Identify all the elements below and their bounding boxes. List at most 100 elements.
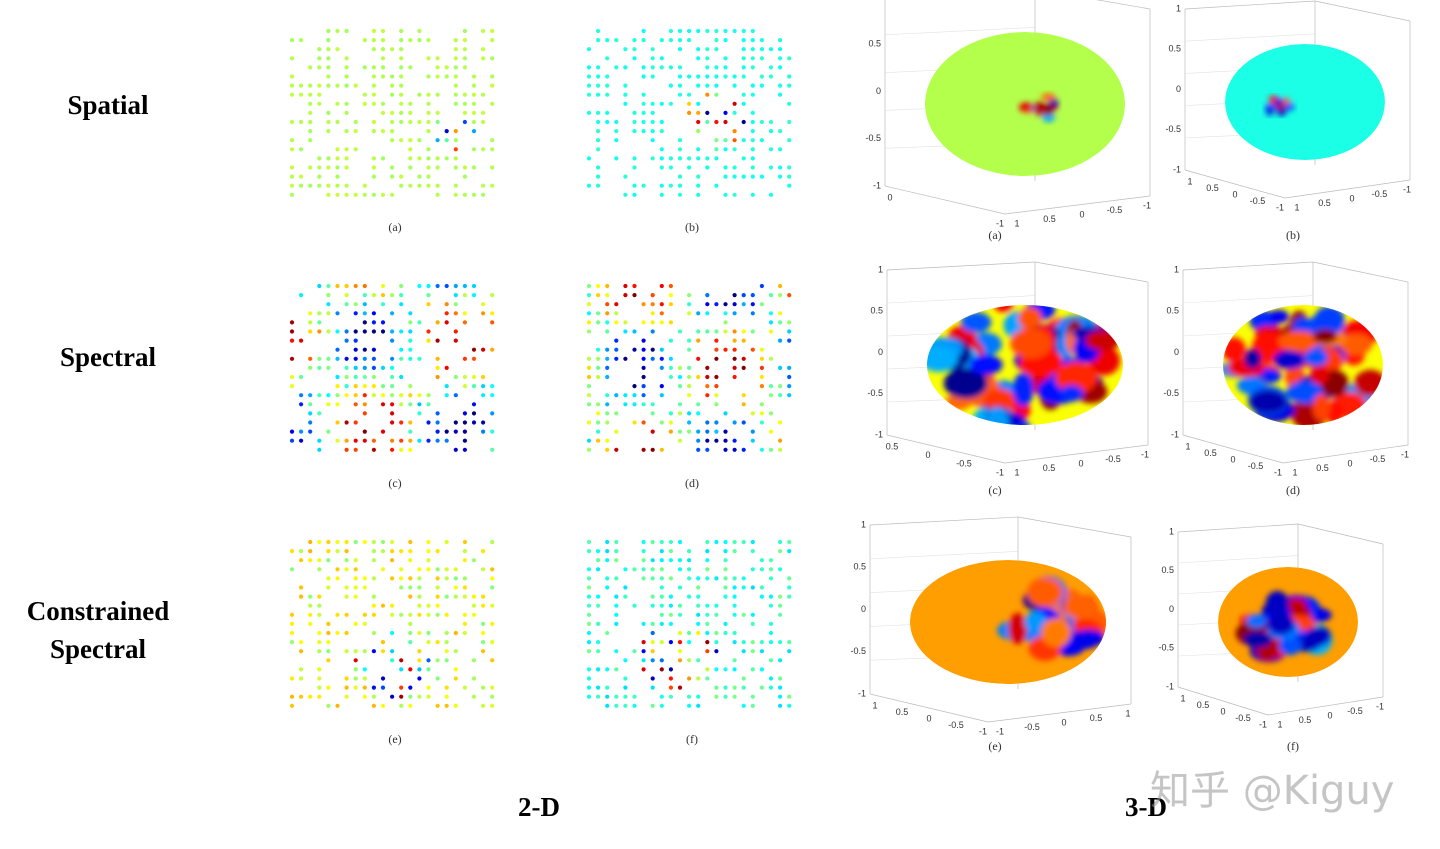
dot: [641, 92, 646, 97]
dot: [732, 667, 737, 672]
dot: [380, 703, 386, 708]
dot: [453, 47, 458, 52]
dot: [299, 667, 304, 672]
caption: (a): [388, 220, 401, 234]
dot: [768, 147, 774, 152]
dot: [778, 393, 783, 398]
dot: [605, 685, 610, 690]
dot: [435, 74, 440, 79]
dot: [353, 347, 358, 352]
dot: [390, 293, 395, 298]
dot: [614, 703, 619, 708]
blob: [1339, 333, 1373, 355]
dot: [687, 393, 692, 398]
dot: [317, 594, 322, 599]
dot: [353, 447, 358, 452]
dot: [390, 110, 395, 115]
dot: [453, 165, 458, 170]
dot: [326, 393, 331, 398]
dot: [668, 183, 674, 188]
dot: [778, 438, 783, 443]
dot: [344, 685, 349, 690]
dot: [408, 110, 413, 115]
dot: [596, 65, 601, 70]
dot: [462, 65, 467, 70]
dot: [399, 685, 404, 690]
dot: [696, 585, 701, 590]
dot: [380, 384, 386, 389]
dot: [778, 539, 783, 545]
dot: [417, 567, 422, 572]
dot: [308, 429, 313, 434]
dot: [632, 347, 637, 352]
dot: [723, 539, 728, 545]
dot: [723, 138, 728, 143]
dot: [723, 65, 728, 70]
dot: [687, 365, 692, 370]
dot: [659, 302, 664, 307]
dot: [641, 393, 646, 398]
dot: [605, 411, 610, 416]
dot: [344, 74, 349, 79]
dot: [623, 585, 628, 590]
dot: [696, 47, 701, 52]
dot: [380, 293, 386, 298]
dot: [353, 676, 358, 681]
dot: [435, 640, 440, 645]
box-edge: [1314, 0, 1411, 22]
dot: [605, 347, 610, 352]
dot: [586, 667, 592, 672]
dot: [659, 658, 664, 663]
dot: [335, 703, 340, 708]
dot: [371, 356, 376, 361]
dot: [426, 101, 431, 106]
dot: [696, 83, 701, 88]
dot: [659, 567, 664, 572]
dot: [408, 347, 413, 352]
dot: [353, 576, 358, 581]
dot: [490, 567, 495, 572]
blob: [1071, 629, 1106, 647]
dot: [435, 92, 440, 97]
dot: [481, 420, 486, 425]
dot: [632, 119, 637, 125]
dot: [435, 658, 440, 663]
dot: [390, 630, 395, 636]
dot: [723, 447, 728, 452]
dot: [353, 384, 358, 389]
dot: [289, 384, 295, 389]
dot: [586, 293, 592, 298]
dot: [380, 156, 386, 161]
dot: [759, 347, 765, 352]
dot: [344, 539, 349, 545]
dot: [390, 74, 395, 79]
dot: [677, 685, 683, 690]
dot: [687, 694, 692, 699]
dot: [462, 447, 467, 452]
dot: [732, 640, 737, 645]
dot: [289, 567, 295, 572]
dot: [605, 329, 610, 334]
dot: [417, 183, 422, 188]
dot: [677, 147, 683, 152]
dot: [362, 320, 367, 325]
dot: [471, 594, 477, 599]
dot: [453, 101, 458, 106]
box-edge: [1282, 444, 1409, 464]
dot: [435, 320, 440, 325]
dot: [732, 356, 737, 361]
dot: [371, 101, 376, 106]
dot: [659, 156, 664, 161]
dot: [650, 676, 655, 681]
y-tick-label: 1: [1277, 719, 1282, 729]
dot: [778, 658, 783, 663]
dot: [481, 594, 486, 599]
dot: [605, 293, 610, 298]
dot: [426, 558, 431, 563]
dot: [362, 302, 367, 307]
dot: [768, 384, 774, 389]
dot: [778, 447, 783, 452]
dot: [317, 411, 322, 416]
dot: [444, 393, 449, 398]
dot: [668, 676, 674, 681]
